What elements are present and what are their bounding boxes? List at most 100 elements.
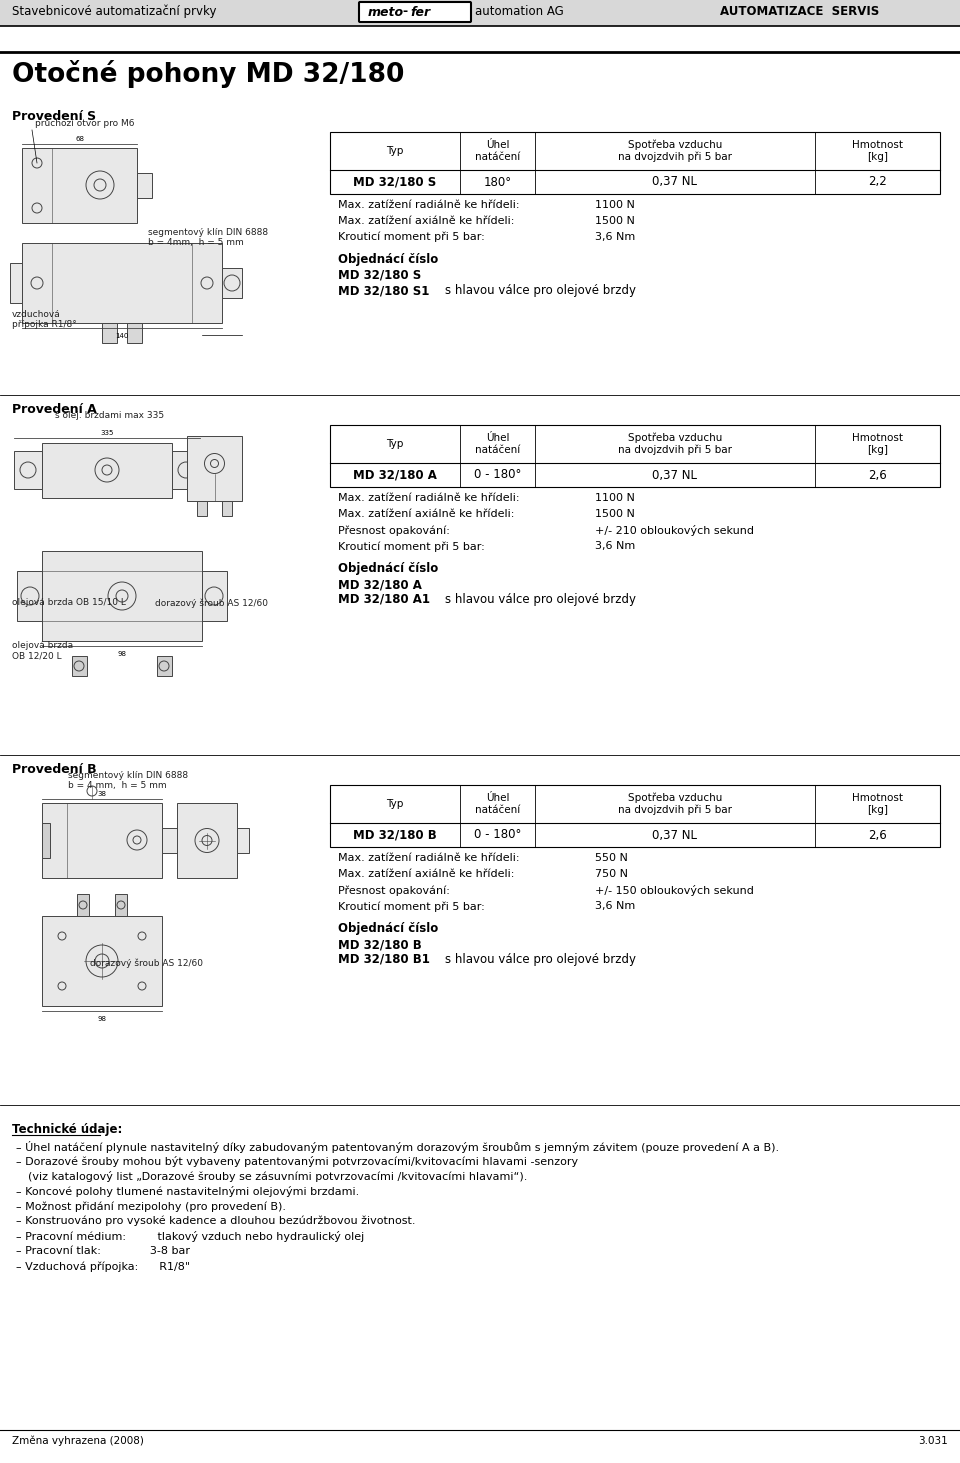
Text: Úhel
natáčení: Úhel natáčení — [475, 793, 520, 815]
Bar — [197, 500, 207, 516]
Text: meto: meto — [368, 6, 404, 19]
Text: Typ: Typ — [386, 439, 404, 449]
Text: MD 32/180 B1: MD 32/180 B1 — [338, 952, 430, 966]
Bar — [330, 424, 940, 487]
Bar — [330, 786, 940, 847]
Text: – Pracovní tlak:              3-8 bar: – Pracovní tlak: 3-8 bar — [16, 1246, 190, 1257]
Text: segmentový klín DIN 6888
b = 4 mm,  h = 5 mm: segmentový klín DIN 6888 b = 4 mm, h = 5… — [68, 771, 188, 790]
Bar — [17, 571, 42, 620]
Text: Krouticí moment při 5 bar:: Krouticí moment při 5 bar: — [338, 901, 485, 911]
Text: Spotřeba vzduchu
na dvojzdvih při 5 bar: Spotřeba vzduchu na dvojzdvih při 5 bar — [618, 139, 732, 162]
Bar — [127, 323, 142, 342]
Text: 3.031: 3.031 — [919, 1437, 948, 1445]
Text: 0,37 NL: 0,37 NL — [653, 468, 698, 481]
Text: Objednácí číslo: Objednácí číslo — [338, 922, 439, 935]
Text: MD 32/180 A1: MD 32/180 A1 — [338, 593, 430, 606]
Text: Přesnost opakování:: Přesnost opakování: — [338, 525, 450, 535]
Bar — [237, 828, 249, 853]
Text: (viz katalogový list „Dorazové šrouby se zásuvními potvrzovacími /kvitovacími hl: (viz katalogový list „Dorazové šrouby se… — [28, 1170, 527, 1182]
Bar — [42, 803, 162, 878]
Text: AUTOMATIZACE  SERVIS: AUTOMATIZACE SERVIS — [720, 4, 879, 18]
Bar — [115, 894, 127, 916]
Text: Max. zatížení axiálně ke hřídeli:: Max. zatížení axiálně ke hřídeli: — [338, 217, 515, 225]
Bar — [102, 323, 117, 342]
Bar — [42, 552, 202, 641]
Text: MD 32/180 S: MD 32/180 S — [338, 269, 421, 282]
Text: MD 32/180 A: MD 32/180 A — [338, 578, 421, 591]
Text: +/- 150 obloukových sekund: +/- 150 obloukových sekund — [595, 885, 754, 895]
Text: – Koncové polohy tlumené nastavitelnými olejovými brzdami.: – Koncové polohy tlumené nastavitelnými … — [16, 1186, 359, 1197]
Bar — [42, 443, 172, 497]
Text: 2,6: 2,6 — [868, 828, 887, 841]
Text: Úhel
natáčení: Úhel natáčení — [475, 140, 520, 162]
Text: Objednácí číslo: Objednácí číslo — [338, 253, 439, 266]
Text: s olej. brzdami max 335: s olej. brzdami max 335 — [55, 411, 164, 420]
Bar — [72, 655, 87, 676]
Text: Stavebnicové automatizační prvky: Stavebnicové automatizační prvky — [12, 4, 217, 18]
Text: s hlavou válce pro olejové brzdy: s hlavou válce pro olejové brzdy — [445, 952, 636, 966]
Text: Max. zatížení radiálně ke hřídeli:: Max. zatížení radiálně ke hřídeli: — [338, 853, 519, 863]
Text: Max. zatížení axiálně ke hřídeli:: Max. zatížení axiálně ke hřídeli: — [338, 509, 515, 519]
Text: – Možnost přidání mezipolohy (pro provedení B).: – Možnost přidání mezipolohy (pro proved… — [16, 1201, 286, 1211]
Bar — [172, 451, 200, 489]
Bar — [42, 824, 50, 857]
Text: 0,37 NL: 0,37 NL — [653, 828, 698, 841]
Bar — [157, 655, 172, 676]
Text: 1500 N: 1500 N — [595, 509, 635, 519]
Bar — [14, 451, 42, 489]
Bar — [0, 0, 960, 26]
Text: MD 32/180 B: MD 32/180 B — [353, 828, 437, 841]
Bar — [22, 243, 222, 323]
Bar — [330, 132, 940, 195]
Text: Max. zatížení axiálně ke hřídeli:: Max. zatížení axiálně ke hřídeli: — [338, 869, 515, 879]
Bar — [202, 571, 227, 620]
Text: 3,6 Nm: 3,6 Nm — [595, 541, 636, 552]
Text: MD 32/180 B: MD 32/180 B — [338, 938, 421, 951]
Bar — [162, 828, 180, 853]
Text: MD 32/180 S1: MD 32/180 S1 — [338, 284, 429, 297]
Text: 68: 68 — [75, 136, 84, 142]
Text: 1100 N: 1100 N — [595, 493, 635, 503]
Text: 140: 140 — [115, 334, 129, 339]
Text: Max. zatížení radiálně ke hřídeli:: Max. zatížení radiálně ke hřídeli: — [338, 200, 519, 211]
Text: Provedení S: Provedení S — [12, 110, 96, 123]
FancyBboxPatch shape — [359, 1, 471, 22]
Text: 550 N: 550 N — [595, 853, 628, 863]
Text: 1100 N: 1100 N — [595, 200, 635, 211]
Text: Provedení B: Provedení B — [12, 764, 97, 775]
Bar — [177, 803, 237, 878]
Text: 98: 98 — [117, 651, 127, 657]
Text: Krouticí moment při 5 bar:: Krouticí moment při 5 bar: — [338, 541, 485, 552]
Text: dorazový šroub AS 12/60: dorazový šroub AS 12/60 — [155, 598, 268, 607]
Text: dorazový šroub AS 12/60: dorazový šroub AS 12/60 — [90, 958, 203, 967]
Text: Spotřeba vzduchu
na dvojzdvih při 5 bar: Spotřeba vzduchu na dvojzdvih při 5 bar — [618, 793, 732, 815]
Text: – Pracovní médium:         tlakový vzduch nebo hydraulický olej: – Pracovní médium: tlakový vzduch nebo h… — [16, 1230, 364, 1242]
Text: automation AG: automation AG — [475, 4, 564, 18]
Text: 3,6 Nm: 3,6 Nm — [595, 901, 636, 911]
Bar — [10, 263, 22, 303]
Text: Objednácí číslo: Objednácí číslo — [338, 562, 439, 575]
Text: 180°: 180° — [484, 176, 512, 189]
Text: segmentový klín DIN 6888
b = 4mm,  h = 5 mm: segmentový klín DIN 6888 b = 4mm, h = 5 … — [148, 228, 268, 247]
Text: vzduchová
přípojka R1/8°: vzduchová přípojka R1/8° — [12, 310, 77, 329]
Text: Spotřeba vzduchu
na dvojzdvih při 5 bar: Spotřeba vzduchu na dvojzdvih při 5 bar — [618, 433, 732, 455]
Text: Max. zatížení radiálně ke hřídeli:: Max. zatížení radiálně ke hřídeli: — [338, 493, 519, 503]
Text: průchozí otvor pro M6: průchozí otvor pro M6 — [35, 119, 134, 127]
Text: 0,37 NL: 0,37 NL — [653, 176, 698, 189]
Text: 750 N: 750 N — [595, 869, 628, 879]
Text: s hlavou válce pro olejové brzdy: s hlavou válce pro olejové brzdy — [445, 284, 636, 297]
Text: 0 - 180°: 0 - 180° — [474, 828, 521, 841]
Bar — [187, 436, 242, 500]
Text: 2,6: 2,6 — [868, 468, 887, 481]
Text: – Konstruováno pro vysoké kadence a dlouhou bezúdržbovou životnost.: – Konstruováno pro vysoké kadence a dlou… — [16, 1216, 416, 1226]
Text: Typ: Typ — [386, 799, 404, 809]
Text: Technické údaje:: Technické údaje: — [12, 1124, 122, 1135]
Text: 1500 N: 1500 N — [595, 217, 635, 225]
Text: – Dorazové šrouby mohou být vybaveny patentovanými potvrzovacími/kvitovacími hla: – Dorazové šrouby mohou být vybaveny pat… — [16, 1156, 578, 1167]
Text: 0 - 180°: 0 - 180° — [474, 468, 521, 481]
Bar — [137, 173, 152, 198]
Bar — [77, 894, 89, 916]
Text: fer: fer — [410, 6, 430, 19]
Text: Typ: Typ — [386, 146, 404, 157]
Text: s hlavou válce pro olejové brzdy: s hlavou válce pro olejové brzdy — [445, 593, 636, 606]
